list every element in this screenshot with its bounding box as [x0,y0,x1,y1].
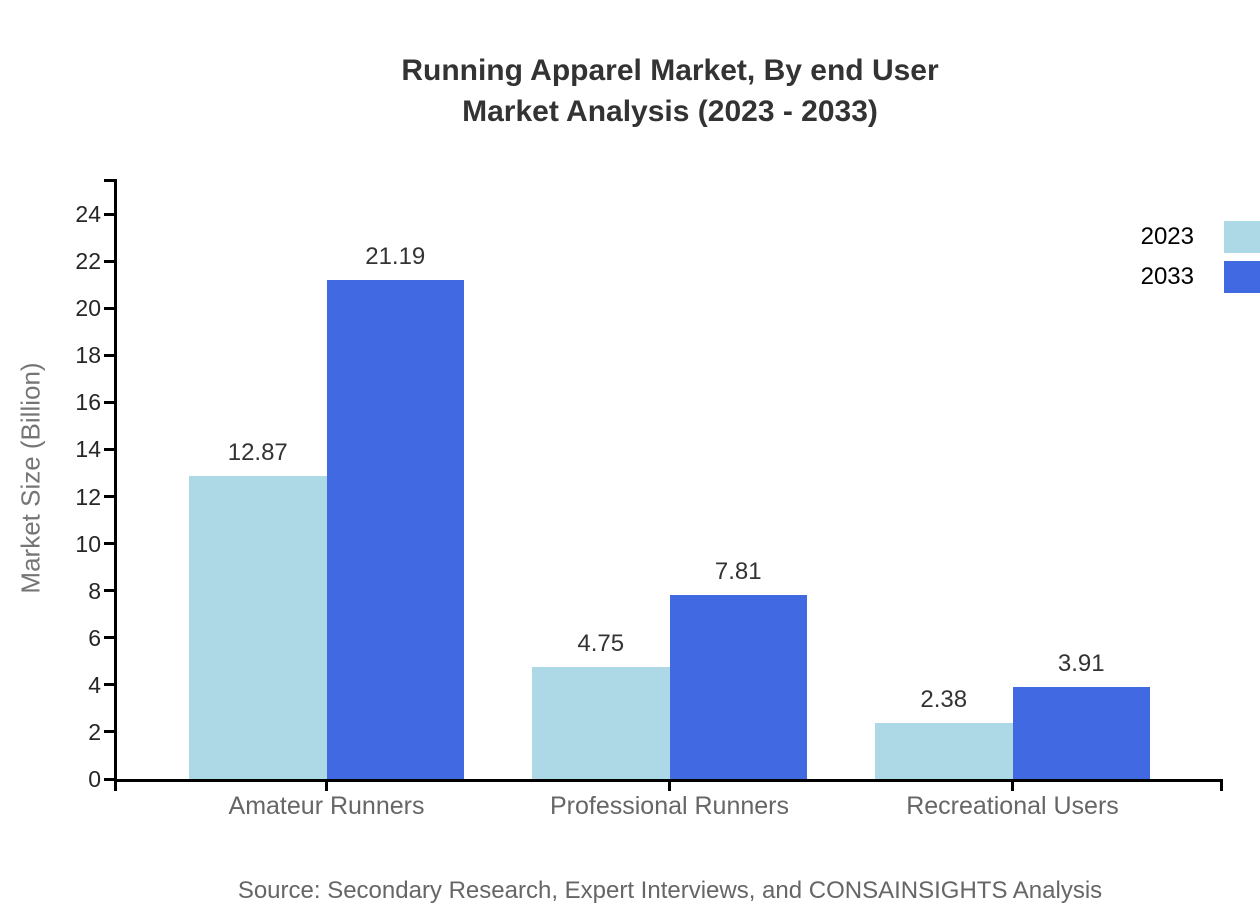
y-tick-mark-10 [104,542,114,546]
y-tick-label-8: 8 [88,577,101,604]
y-tick-label-0: 0 [88,766,101,792]
bar-2023-recreational-users [875,722,1013,779]
y-tick-label-2: 2 [88,718,101,745]
bar-2023-amateur-runners [189,476,327,779]
y-tick-mark-12 [104,495,114,498]
legend-swatch-2023 [1224,221,1260,253]
category-label-amateur-runners: Amateur Runners [228,792,425,820]
y-tick-mark-2 [104,730,114,734]
y-tick-label-16: 16 [75,389,101,416]
y-tick-label-20: 20 [75,295,101,322]
y-tick-mark-18 [104,353,114,357]
legend-swatch-2033 [1224,261,1260,293]
value-label-2033-recreational-users: 3.91 [1057,649,1105,677]
source-text: Source: Secondary Research, Expert Inter… [237,877,1103,904]
y-tick-label-4: 4 [88,671,101,698]
x-tick-mark-amateur-runners [325,782,328,791]
y-tick-label-10: 10 [75,530,101,557]
value-label-2033-professional-runners: 7.81 [714,558,762,586]
y-tick-label-22: 22 [75,248,101,275]
chart-title-line1: Running Apparel Market, By end User [401,54,939,87]
bar-2033-amateur-runners [326,280,464,779]
y-tick-mark-6 [104,636,114,640]
legend-label-2033: 2033 [1140,263,1194,290]
category-label-professional-runners: Professional Runners [549,792,789,820]
value-label-2023-amateur-runners: 12.87 [227,439,288,467]
y-tick-label-12: 12 [75,483,101,510]
y-tick-mark-14 [104,447,114,451]
chart-title: Running Apparel Market, By end User Mark… [80,50,1260,132]
legend-item-2033: 2033 [1141,261,1260,293]
x-axis-line [114,779,1223,782]
bar-2023-professional-runners [532,667,670,779]
y-axis-end-tick [104,179,114,182]
y-tick-mark-8 [104,589,114,593]
category-label-recreational-users: Recreational Users [906,792,1119,820]
y-tick-label-14: 14 [75,436,101,463]
x-tick-mark-professional-runners [668,782,671,791]
x-tick-mark-recreational-users [1011,782,1014,791]
x-axis-start-tick [114,782,117,791]
bar-2033-recreational-users [1012,686,1150,779]
y-tick-mark-20 [104,306,114,310]
y-tick-label-18: 18 [75,342,101,369]
value-label-2023-professional-runners: 4.75 [577,630,625,658]
y-tick-mark-24 [104,212,114,216]
y-axis-line [114,179,117,783]
y-tick-mark-4 [104,683,114,687]
legend-item-2023: 2023 [1141,221,1260,253]
legend-label-2023: 2023 [1140,223,1194,250]
value-label-2023-recreational-users: 2.38 [920,685,968,713]
y-tick-mark-22 [104,259,114,263]
y-tick-mark-0 [104,777,114,781]
y-tick-label-6: 6 [88,624,101,651]
chart-title-line2: Market Analysis (2023 - 2033) [462,95,878,128]
y-tick-mark-16 [104,400,114,404]
x-axis-end-tick [1220,782,1223,791]
y-tick-label-24: 24 [75,201,101,227]
value-label-2033-amateur-runners: 21.19 [365,243,426,271]
bar-2033-professional-runners [669,595,807,779]
